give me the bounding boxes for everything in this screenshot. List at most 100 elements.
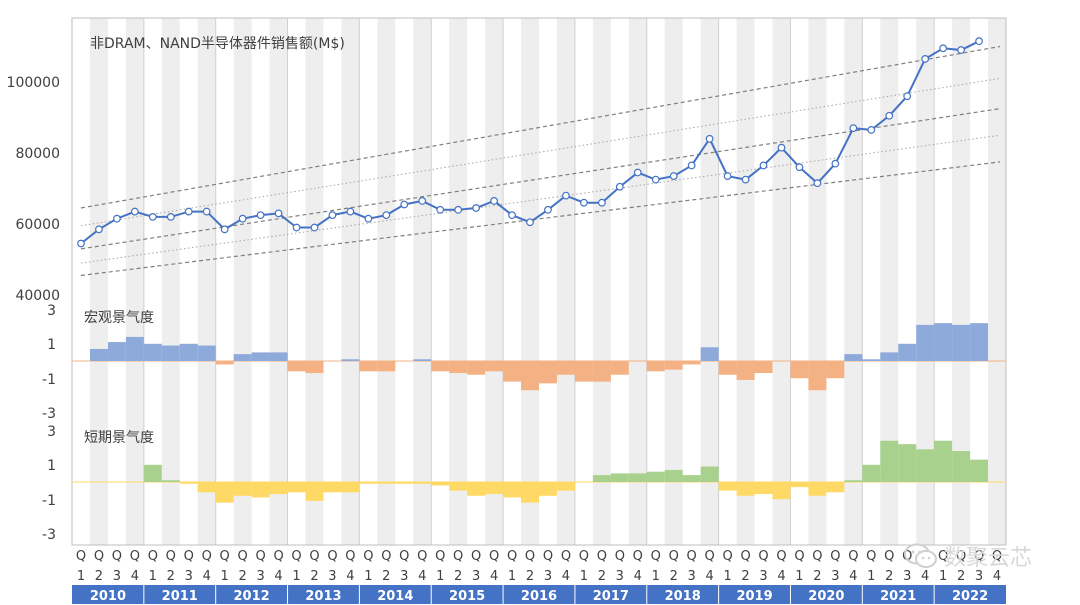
quarter-prefix-label: Q bbox=[884, 549, 894, 564]
bar bbox=[664, 361, 683, 370]
quarter-number-label: 3 bbox=[256, 569, 264, 584]
quarter-prefix-label: Q bbox=[758, 549, 768, 564]
y-tick-label: -3 bbox=[42, 406, 56, 422]
bar bbox=[916, 324, 935, 361]
sales-point bbox=[939, 44, 948, 53]
quarter-number-label: 4 bbox=[634, 569, 642, 584]
year-label: 2021 bbox=[880, 589, 916, 604]
quarter-prefix-label: Q bbox=[669, 549, 679, 564]
bar bbox=[197, 482, 216, 493]
quarter-number-label: 1 bbox=[652, 569, 660, 584]
sales-point bbox=[95, 225, 103, 234]
bar bbox=[844, 354, 863, 361]
quarter-prefix-label: Q bbox=[561, 549, 571, 564]
quarter-number-label: 3 bbox=[400, 569, 408, 584]
quarter-number-label: 3 bbox=[903, 569, 911, 584]
quarter-number-label: 3 bbox=[616, 569, 624, 584]
bar bbox=[880, 352, 899, 361]
bar bbox=[287, 361, 306, 372]
bar bbox=[269, 482, 288, 495]
sales-point bbox=[831, 159, 840, 168]
quarter-number-label: 1 bbox=[364, 569, 372, 584]
sales-point bbox=[687, 161, 696, 170]
y-tick-label: 100000 bbox=[7, 75, 60, 91]
quarter-band bbox=[449, 18, 468, 545]
quarter-prefix-label: Q bbox=[597, 549, 607, 564]
quarter-prefix-label: Q bbox=[166, 549, 176, 564]
bar bbox=[934, 440, 953, 482]
quarter-number-label: 2 bbox=[526, 569, 534, 584]
quarter-prefix-label: Q bbox=[812, 549, 822, 564]
sales-point bbox=[148, 212, 157, 221]
year-label: 2012 bbox=[234, 589, 270, 604]
quarter-band bbox=[556, 18, 575, 545]
bar bbox=[700, 466, 719, 482]
bar bbox=[413, 482, 432, 484]
quarter-number-label: 2 bbox=[741, 569, 749, 584]
quarter-number-label: 1 bbox=[221, 569, 229, 584]
quarter-number-label: 2 bbox=[670, 569, 678, 584]
quarter-number-label: 1 bbox=[939, 569, 947, 584]
quarter-number-label: 1 bbox=[149, 569, 157, 584]
bar bbox=[161, 480, 180, 482]
bar bbox=[143, 343, 162, 361]
sales-point bbox=[867, 126, 876, 134]
quarter-prefix-label: Q bbox=[543, 549, 553, 564]
bar bbox=[485, 482, 504, 495]
quarter-band bbox=[664, 18, 683, 545]
quarter-number-label: 3 bbox=[759, 569, 767, 584]
bar bbox=[646, 361, 665, 372]
quarter-prefix-label: Q bbox=[381, 549, 391, 564]
bar bbox=[215, 482, 234, 503]
quarter-prefix-label: Q bbox=[902, 549, 912, 564]
quarter-prefix-label: Q bbox=[238, 549, 248, 564]
y-tick-label: 1 bbox=[47, 458, 56, 474]
bar bbox=[269, 352, 288, 361]
quarter-number-label: 1 bbox=[436, 569, 444, 584]
quarter-prefix-label: Q bbox=[830, 549, 840, 564]
quarter-prefix-label: Q bbox=[453, 549, 463, 564]
short-term-chart-title: 短期景气度 bbox=[84, 430, 154, 446]
sales-point bbox=[346, 207, 355, 216]
sales-point bbox=[77, 239, 85, 248]
bar bbox=[503, 361, 522, 382]
bar bbox=[341, 482, 360, 493]
bar bbox=[808, 482, 827, 496]
quarter-number-label: 2 bbox=[454, 569, 462, 584]
year-label: 2018 bbox=[665, 589, 701, 604]
year-separators bbox=[143, 18, 935, 545]
quarter-band bbox=[485, 18, 504, 545]
y-tick-label: 60000 bbox=[15, 217, 60, 233]
macro-chart-title: 宏观景气度 bbox=[84, 310, 154, 326]
quarter-number-label: 3 bbox=[185, 569, 193, 584]
sales-point bbox=[310, 223, 319, 232]
bar bbox=[790, 482, 809, 488]
quarter-number-label: 4 bbox=[705, 569, 713, 584]
wechat-icon bbox=[904, 543, 938, 569]
sales-point bbox=[975, 37, 983, 46]
sales-point bbox=[615, 182, 624, 191]
year-label: 2015 bbox=[449, 589, 485, 604]
quarter-prefix-label: Q bbox=[148, 549, 158, 564]
sales-point bbox=[723, 172, 732, 180]
quarter-band bbox=[808, 18, 827, 545]
sales-point bbox=[472, 204, 481, 212]
quarter-band bbox=[952, 18, 971, 545]
bar bbox=[521, 361, 539, 391]
quarter-number-label: 4 bbox=[274, 569, 282, 584]
bar bbox=[449, 361, 468, 374]
quarter-prefix-label: Q bbox=[202, 549, 212, 564]
bar bbox=[880, 440, 899, 482]
bar bbox=[592, 361, 611, 382]
year-label: 2016 bbox=[521, 589, 557, 604]
quarter-band bbox=[305, 18, 324, 545]
quarter-prefix-label: Q bbox=[615, 549, 625, 564]
bar bbox=[610, 361, 629, 375]
bar bbox=[844, 480, 863, 482]
quarter-number-label: 1 bbox=[77, 569, 85, 584]
bar bbox=[970, 323, 989, 361]
sales-point bbox=[256, 211, 265, 220]
bar bbox=[790, 361, 809, 379]
quarter-prefix-label: Q bbox=[363, 549, 373, 564]
macro-bars bbox=[72, 323, 1006, 391]
